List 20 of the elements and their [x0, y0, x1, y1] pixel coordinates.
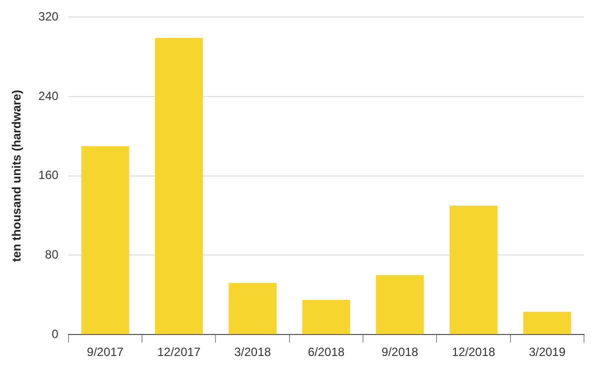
y-tick-label: 80	[45, 248, 59, 262]
y-tick-label: 0	[52, 326, 59, 341]
y-tick-label: 240	[38, 88, 59, 103]
bar	[523, 312, 572, 334]
bar	[154, 38, 203, 334]
bar	[450, 206, 498, 334]
x-tick-label: 3/2019	[528, 345, 566, 360]
x-tick-label: 12/2017	[157, 345, 201, 360]
y-tick-label: 320	[38, 10, 59, 24]
bar	[81, 146, 130, 334]
bar	[228, 283, 276, 334]
bar	[302, 300, 350, 334]
x-tick-label: 3/2018	[234, 345, 272, 360]
x-tick-label: 9/2018	[382, 345, 419, 360]
x-tick-label: 6/2018	[308, 345, 345, 360]
bar	[376, 275, 424, 334]
y-axis-title: ten thousand units (hardware)	[10, 90, 24, 262]
x-tick-label: 9/2017	[86, 345, 124, 360]
x-tick-label: 12/2018	[452, 345, 496, 360]
y-tick-label: 160	[38, 168, 59, 182]
